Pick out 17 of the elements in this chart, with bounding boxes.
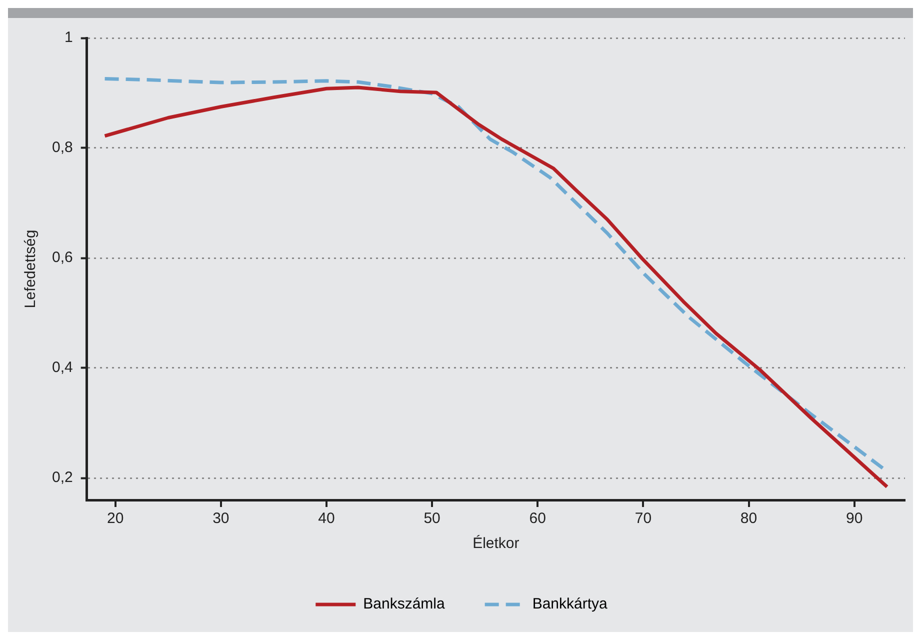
- y-tick-label: 1: [64, 29, 73, 46]
- x-tick-label: 90: [846, 510, 863, 528]
- x-tick-label: 80: [740, 510, 758, 528]
- x-axis-title: Életkor: [472, 534, 520, 552]
- y-tick-label: 0,6: [52, 249, 73, 266]
- x-tick-label: 40: [318, 510, 335, 528]
- x-tick-label: 70: [634, 510, 652, 528]
- x-tick-label: 20: [107, 510, 124, 528]
- y-axis-title: Lefedettség: [22, 230, 40, 308]
- y-tick-label: 0,8: [52, 139, 73, 156]
- legend-label: Bankkártya: [532, 596, 608, 613]
- x-tick-label: 60: [529, 510, 546, 528]
- x-tick-label: 50: [424, 510, 440, 528]
- legend-label: Bankszámla: [363, 596, 446, 613]
- y-tick-label: 0,2: [52, 469, 73, 486]
- y-tick-label: 0,4: [52, 359, 73, 376]
- x-tick-label: 30: [212, 510, 230, 528]
